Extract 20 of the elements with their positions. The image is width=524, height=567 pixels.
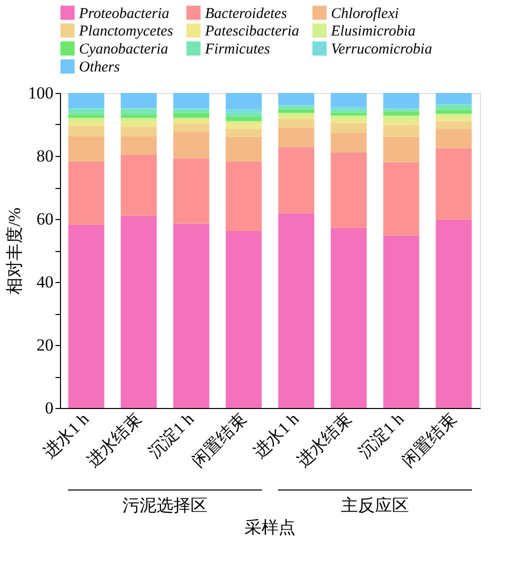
y-tick-label: 0 <box>45 398 54 418</box>
x-axis-title: 采样点 <box>244 518 296 537</box>
legend-label: Bacteroidetes <box>205 6 288 22</box>
legend-label: Planctomycetes <box>78 24 174 40</box>
legend-label: Chloroflexi <box>331 6 399 22</box>
legend-label: Patescibacteria <box>204 24 300 40</box>
text: 主反应区 <box>341 496 409 515</box>
y-tick-label: 60 <box>36 210 54 228</box>
text: 污泥选择区 <box>122 496 208 515</box>
legend-label: Elusimicrobia <box>330 24 416 40</box>
y-tick-label: 40 <box>36 272 54 292</box>
legend-label: Cyanobacteria <box>79 42 168 58</box>
legend-label: Others <box>79 60 120 76</box>
y-tick-label: 80 <box>36 146 54 166</box>
y-tick-label: 100 <box>28 84 54 102</box>
legend-label: Firmicutes <box>204 42 270 58</box>
y-tick-label: 20 <box>36 336 54 354</box>
legend-label: Proteobacteria <box>78 6 170 22</box>
legend-label: Verrucomicrobia <box>331 42 432 58</box>
y-axis-title: 相对丰度/% <box>5 208 24 294</box>
